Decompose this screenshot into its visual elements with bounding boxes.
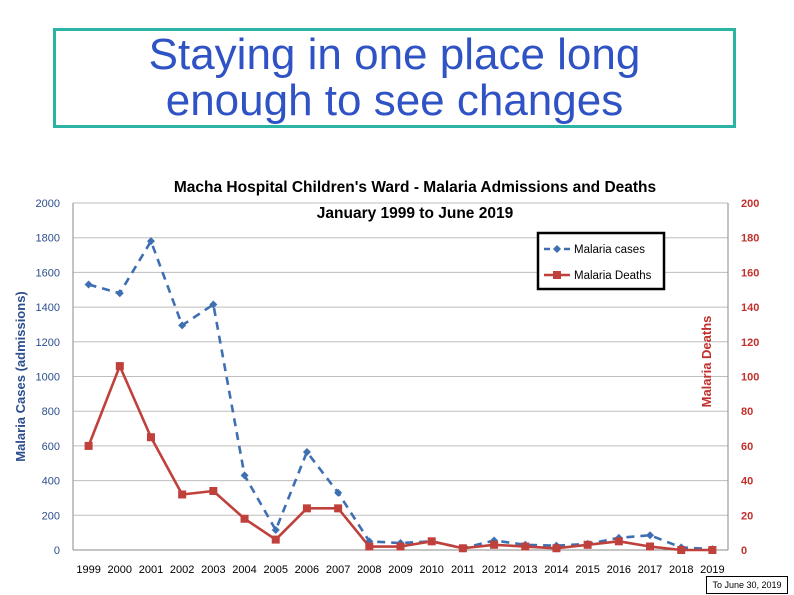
y2-axis-title: Malaria Deaths (699, 316, 714, 408)
y-tick-label: 1600 (36, 267, 60, 279)
deaths-line (87, 364, 713, 552)
y-tick-label: 200 (42, 510, 60, 522)
y-tick-label: 400 (42, 476, 60, 488)
x-tick-label: 2016 (607, 564, 631, 576)
deaths-point (646, 542, 655, 551)
malaria-line-chart: Macha Hospital Children's Ward - Malaria… (13, 179, 759, 576)
deaths-point (178, 490, 187, 499)
deaths-point (84, 441, 93, 450)
cases-point (115, 289, 124, 298)
deaths-point (240, 514, 249, 523)
deaths-point (521, 542, 530, 551)
y2-tick-label: 40 (741, 476, 753, 488)
x-tick-label: 2001 (139, 564, 163, 576)
x-tick-label: 2018 (669, 564, 693, 576)
cases-point (84, 280, 93, 289)
deaths-point (583, 540, 592, 549)
x-tick-label: 2006 (295, 564, 319, 576)
footnote-date: To June 30, 2019 (706, 576, 788, 594)
deaths-point (334, 504, 343, 513)
deaths-point (115, 362, 124, 371)
y-tick-label: 0 (54, 545, 60, 557)
x-tick-label: 2012 (482, 564, 506, 576)
y-tick-label: 800 (42, 406, 60, 418)
y-tick-label: 600 (42, 441, 60, 453)
legend: Malaria cases Malaria Deaths (536, 231, 666, 291)
x-tick-label: 2002 (170, 564, 194, 576)
slide-title-box: Staying in one place long enough to see … (53, 28, 736, 128)
deaths-point (209, 487, 218, 496)
y-tick-label: 1200 (36, 337, 60, 349)
x-tick-label: 2019 (700, 564, 724, 576)
cases-point (240, 471, 249, 480)
axes: 0 200 400 600 800 1000 1200 1400 1600 1800 2000 0 20… (13, 198, 759, 576)
y2-tick-label: 160 (741, 267, 759, 279)
legend-label: Malaria Deaths (574, 270, 652, 282)
y2-tick-label: 60 (741, 441, 753, 453)
x-tick-label: 1999 (76, 564, 100, 576)
legend-marker (553, 245, 561, 253)
cases-point (178, 321, 187, 330)
y2-tick-label: 0 (741, 545, 747, 557)
deaths-point (365, 542, 374, 551)
cases-point (271, 526, 280, 535)
y-tick-label: 2000 (36, 198, 60, 210)
x-tick-label: 2005 (263, 564, 287, 576)
y2-tick-label: 140 (741, 302, 759, 314)
deaths-point (458, 544, 467, 553)
y-tick-label: 1800 (36, 233, 60, 245)
deaths-point (271, 535, 280, 544)
cases-point (146, 237, 155, 246)
deaths-point (677, 546, 686, 554)
cases-point (490, 536, 499, 545)
deaths-point (552, 544, 561, 553)
x-tick-label: 2015 (575, 564, 599, 576)
deaths-point (708, 546, 717, 554)
cases-point (302, 447, 311, 456)
deaths-point (614, 537, 623, 546)
x-tick-label: 2014 (544, 564, 568, 576)
y2-tick-label: 120 (741, 337, 759, 349)
cases-point (209, 300, 218, 309)
y-axis-title: Malaria Cases (admissions) (13, 291, 28, 462)
x-tick-label: 2011 (451, 564, 475, 576)
y2-tick-label: 80 (741, 406, 753, 418)
deaths-point (396, 542, 405, 551)
x-tick-label: 2003 (201, 564, 225, 576)
y2-tick-label: 200 (741, 198, 759, 210)
slide-title: Staying in one place long enough to see … (148, 30, 641, 125)
x-tick-label: 2008 (357, 564, 381, 576)
cases-point (334, 488, 343, 497)
y2-tick-label: 20 (741, 510, 753, 522)
x-tick-label: 2004 (232, 564, 256, 576)
deaths-point (302, 504, 311, 513)
legend-marker (553, 271, 561, 279)
x-tick-label: 2000 (108, 564, 132, 576)
x-tick-label: 2009 (388, 564, 412, 576)
y2-tick-label: 180 (741, 233, 759, 245)
deaths-point (490, 540, 499, 549)
x-tick-label: 2007 (326, 564, 350, 576)
deaths-point (427, 537, 436, 546)
deaths-point (146, 433, 155, 442)
legend-label: Malaria cases (574, 244, 645, 256)
cases-point (646, 531, 655, 540)
y-tick-label: 1400 (36, 302, 60, 314)
x-tick-label: 2010 (419, 564, 443, 576)
x-tick-label: 2013 (513, 564, 537, 576)
legend-box (536, 231, 666, 291)
series-group (84, 237, 717, 554)
chart-title: Macha Hospital Children's Ward - Malaria… (174, 179, 656, 196)
y2-tick-label: 100 (741, 372, 759, 384)
y-tick-label: 1000 (36, 372, 60, 384)
x-tick-label: 2017 (638, 564, 662, 576)
chart-subtitle: January 1999 to June 2019 (317, 205, 514, 222)
